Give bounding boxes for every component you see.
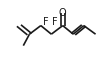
Text: F: F	[43, 17, 48, 27]
Text: F: F	[52, 17, 57, 27]
Text: O: O	[58, 8, 66, 18]
